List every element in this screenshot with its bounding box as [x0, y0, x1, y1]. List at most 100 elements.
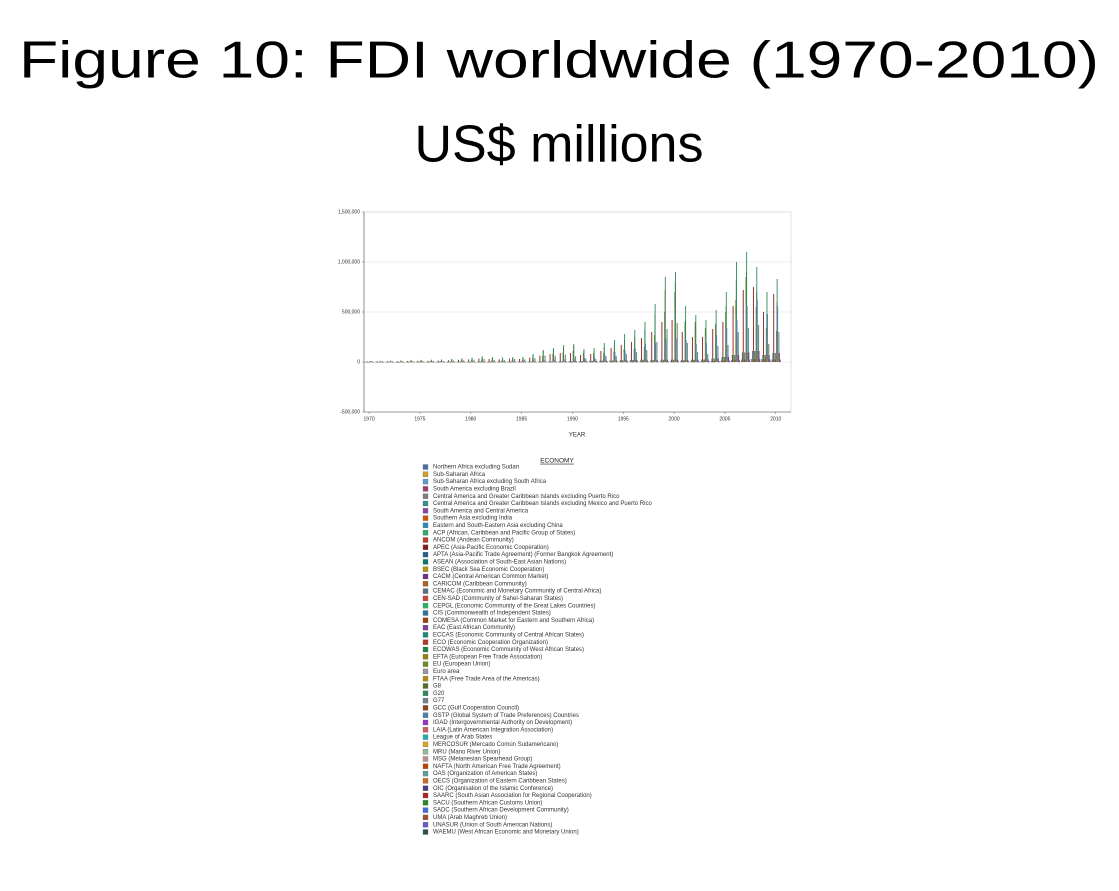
bar — [779, 361, 781, 362]
legend-swatch — [422, 464, 429, 470]
bar — [581, 361, 583, 362]
bar — [573, 358, 575, 362]
bar — [380, 360, 382, 362]
legend-label: CEPGL (Economic Community of the Great L… — [433, 603, 596, 609]
bar — [534, 358, 536, 362]
legend-label: Central America and Greater Caribbean Is… — [433, 494, 620, 500]
bar — [661, 322, 663, 362]
bar — [712, 329, 714, 362]
bar — [542, 350, 544, 362]
legend-label: CACM (Central American Common Market) — [433, 574, 548, 580]
legend-swatch — [422, 668, 429, 675]
bar — [736, 355, 738, 362]
bar — [417, 360, 419, 362]
bar — [492, 357, 493, 362]
bar — [451, 358, 453, 362]
legend-label: EAC (East African Community) — [433, 625, 515, 631]
legend-swatch — [422, 661, 429, 667]
bar — [432, 361, 434, 362]
bar — [717, 358, 719, 362]
bar — [734, 360, 736, 362]
bar — [758, 325, 760, 362]
legend-label: G20 — [433, 691, 445, 697]
legend-label: EU (European Union) — [433, 662, 490, 668]
bar — [691, 359, 693, 362]
bar — [711, 358, 713, 362]
bar — [777, 359, 779, 362]
bar — [443, 361, 444, 362]
legend-swatch — [422, 792, 429, 799]
bar — [492, 360, 494, 362]
bar — [767, 359, 769, 362]
bar — [605, 356, 607, 362]
bar — [599, 360, 601, 362]
bar — [723, 357, 725, 362]
bar — [687, 343, 688, 362]
bar — [676, 323, 678, 362]
bar — [673, 361, 675, 362]
bar — [504, 360, 505, 362]
legend-swatch — [422, 829, 429, 835]
bar — [707, 359, 709, 362]
legend-swatch — [422, 822, 429, 828]
bar — [754, 351, 756, 362]
bar — [665, 339, 667, 362]
legend-swatch — [422, 603, 429, 609]
bar — [756, 300, 758, 362]
bar — [614, 340, 615, 362]
legend-label: GSTP (Global System of Trade Preferences… — [433, 713, 579, 719]
x-tick-label: 2005 — [719, 416, 730, 422]
bar — [736, 262, 737, 362]
bar — [757, 359, 759, 362]
bar — [636, 352, 638, 362]
bar — [564, 361, 565, 362]
bar — [691, 337, 693, 362]
bar — [574, 361, 576, 362]
bar — [667, 359, 668, 362]
legend-swatch — [422, 537, 429, 543]
bar — [616, 360, 618, 362]
legend-label: IGAD (Intergovernmental Authority on Dev… — [433, 720, 572, 726]
bar — [641, 338, 643, 362]
legend-label: ECCAS (Economic Community of Central Afr… — [433, 632, 584, 638]
bar — [631, 360, 633, 362]
x-axis-label: YEAR — [569, 433, 586, 439]
bar — [724, 360, 726, 362]
bar — [462, 361, 463, 362]
bar — [675, 338, 677, 362]
bar — [549, 354, 551, 362]
bar — [634, 348, 636, 362]
bar — [685, 306, 687, 362]
bar — [693, 359, 695, 362]
bar — [626, 354, 627, 362]
bar — [514, 359, 516, 362]
bar — [688, 361, 690, 362]
legend-swatch — [422, 559, 429, 565]
legend-swatch — [422, 814, 429, 821]
legend-label: OIC (Organisation of the Islamic Confere… — [433, 786, 553, 792]
legend-swatch — [422, 530, 429, 536]
bar — [591, 360, 593, 362]
bar — [553, 359, 555, 362]
bar — [706, 361, 708, 362]
bar — [683, 360, 685, 362]
legend-label: OAS (Organization of American States) — [433, 771, 537, 777]
legend-label: LAIA (Latin American Integration Associa… — [433, 727, 553, 733]
legend-label: MERCOSUR (Mercado Común Sudamericano) — [433, 742, 558, 748]
bar — [512, 357, 514, 362]
bar — [386, 361, 388, 362]
bar — [453, 360, 455, 362]
legend-swatch — [422, 734, 429, 740]
bar — [615, 356, 617, 362]
bar — [673, 359, 675, 362]
legend-swatch — [422, 493, 429, 499]
bar — [703, 359, 705, 362]
legend-swatch — [422, 756, 429, 762]
bar — [681, 360, 683, 362]
bar — [473, 359, 475, 362]
legend-label: CEMAC (Economic and Monetary Community o… — [433, 589, 601, 595]
bar — [727, 345, 729, 362]
bar — [382, 361, 383, 362]
legend-title: ECONOMY — [540, 458, 574, 465]
bar — [778, 353, 780, 362]
